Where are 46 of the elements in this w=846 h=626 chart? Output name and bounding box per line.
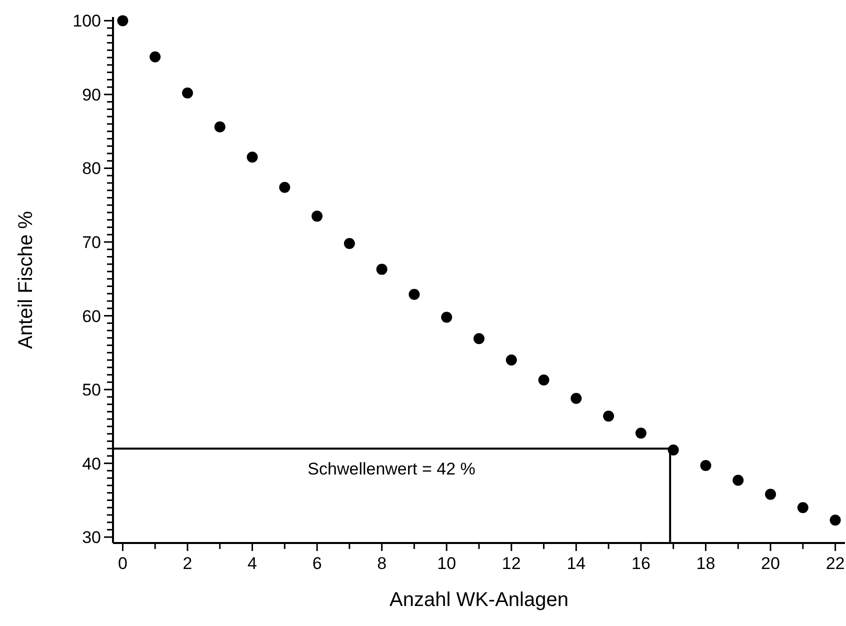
point	[376, 264, 388, 275]
point	[732, 474, 744, 486]
point	[441, 312, 452, 323]
point	[312, 210, 323, 222]
y-tick-label: 50	[82, 380, 101, 400]
x-tick-label: 14	[566, 554, 586, 573]
point	[344, 238, 355, 249]
point	[830, 514, 841, 526]
y-tick-label: 80	[82, 159, 101, 178]
point	[668, 444, 679, 456]
ref-line-label: Schwellenwert = 42 %	[308, 460, 476, 479]
y-tick-label: 100	[72, 12, 101, 31]
point	[474, 333, 484, 344]
point	[279, 182, 290, 193]
x-tick-label: 22	[826, 554, 845, 573]
x-axis-title: Anzahl WK-Anlagen	[390, 589, 568, 611]
point	[182, 87, 193, 98]
y-tick-label: 90	[82, 85, 101, 104]
y-axis-title: Anteil Fische %	[15, 210, 37, 349]
point	[797, 502, 808, 514]
point	[570, 392, 582, 404]
y-tick-label: 40	[82, 454, 101, 474]
x-tick-label: 16	[631, 554, 650, 573]
x-tick-label: 4	[248, 554, 258, 573]
x-tick-label: 0	[118, 554, 128, 573]
point	[214, 121, 226, 132]
point	[538, 374, 550, 386]
point	[635, 428, 646, 439]
x-tick-label: 6	[312, 554, 322, 573]
point	[246, 152, 258, 163]
x-tick-label: 8	[377, 554, 387, 573]
point	[150, 51, 161, 62]
x-tick-label: 18	[696, 554, 716, 573]
x-tick-label: 10	[437, 554, 456, 573]
point	[408, 288, 420, 300]
x-tick-label: 2	[182, 554, 192, 573]
point	[765, 488, 776, 500]
x-tick-label: 20	[761, 554, 780, 573]
x-tick-label: 12	[502, 554, 521, 573]
point	[506, 354, 517, 366]
point	[700, 460, 712, 472]
y-tick-label: 70	[82, 233, 101, 252]
y-tick-label: 60	[82, 306, 101, 326]
point	[603, 410, 614, 422]
point	[117, 15, 128, 26]
y-tick-label: 30	[82, 528, 101, 548]
